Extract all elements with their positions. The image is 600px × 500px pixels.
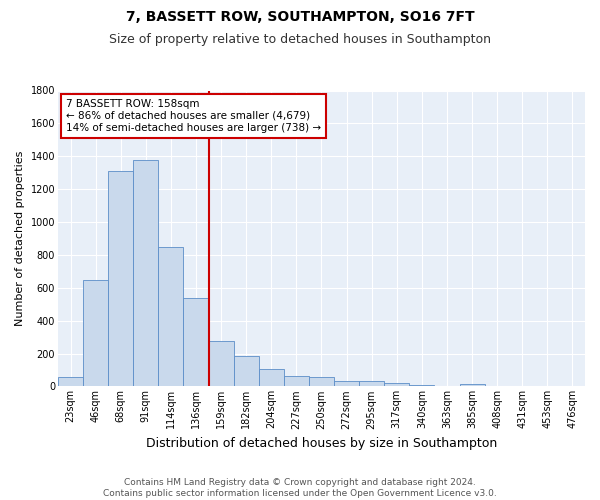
Bar: [209, 341, 233, 386]
Bar: [334, 380, 359, 386]
Text: Contains HM Land Registry data © Crown copyright and database right 2024.
Contai: Contains HM Land Registry data © Crown c…: [103, 478, 497, 498]
Bar: [309, 376, 334, 386]
Bar: [158, 248, 184, 386]
Bar: [133, 160, 158, 386]
Bar: [409, 385, 434, 386]
Bar: [284, 376, 309, 386]
Bar: [233, 356, 259, 386]
Text: 7 BASSETT ROW: 158sqm
← 86% of detached houses are smaller (4,679)
14% of semi-d: 7 BASSETT ROW: 158sqm ← 86% of detached …: [66, 100, 321, 132]
Text: 7, BASSETT ROW, SOUTHAMPTON, SO16 7FT: 7, BASSETT ROW, SOUTHAMPTON, SO16 7FT: [125, 10, 475, 24]
Text: Size of property relative to detached houses in Southampton: Size of property relative to detached ho…: [109, 32, 491, 46]
Bar: [460, 384, 485, 386]
X-axis label: Distribution of detached houses by size in Southampton: Distribution of detached houses by size …: [146, 437, 497, 450]
Bar: [259, 369, 284, 386]
Bar: [108, 171, 133, 386]
Bar: [384, 384, 409, 386]
Bar: [83, 280, 108, 386]
Bar: [58, 378, 83, 386]
Bar: [359, 382, 384, 386]
Y-axis label: Number of detached properties: Number of detached properties: [15, 151, 25, 326]
Bar: [184, 298, 209, 386]
